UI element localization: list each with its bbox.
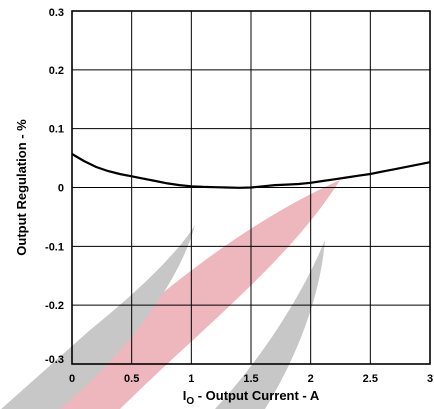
x-tick-label: 0.5 (124, 373, 139, 385)
x-tick-label: 1 (188, 373, 194, 385)
y-tick-labels: 0.3 0.2 0.1 0 -0.1 -0.2 -0.3 (45, 7, 64, 366)
y-tick-label: 0 (58, 183, 64, 195)
x-tick-label: 2.5 (363, 373, 378, 385)
x-tick-label: 1.5 (243, 373, 258, 385)
x-tick-label: 0 (69, 373, 75, 385)
watermark-gray-swoosh-left (1, 225, 195, 409)
y-tick-label: 0.3 (49, 7, 64, 19)
x-tick-labels: 0 0.5 1 1.5 2 2.5 3 (69, 373, 433, 385)
y-tick-label: 0.2 (49, 65, 64, 77)
watermark-gray-swoosh-right (215, 240, 325, 409)
x-tick-label: 2 (308, 373, 314, 385)
x-axis-label-main: I (183, 388, 187, 403)
y-tick-label: 0.1 (49, 124, 64, 136)
series-line (71, 153, 431, 189)
y-tick-label: -0.2 (45, 300, 64, 312)
y-tick-label: -0.3 (45, 354, 64, 366)
watermark-logo (1, 180, 340, 409)
x-axis-label-rest: - Output Current - A (194, 388, 320, 403)
y-axis-label: Output Regulation - % (14, 119, 29, 256)
y-tick-label: -0.1 (45, 241, 64, 253)
x-tick-label: 3 (427, 373, 433, 385)
plot-frame (71, 10, 431, 365)
x-axis-label: IO - Output Current - A (183, 388, 320, 407)
x-axis-label-subscript: O (186, 396, 194, 407)
